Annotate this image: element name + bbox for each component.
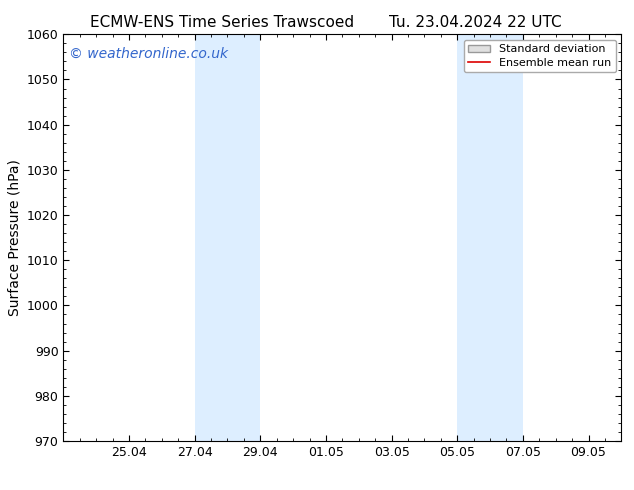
Y-axis label: Surface Pressure (hPa): Surface Pressure (hPa) <box>7 159 21 316</box>
Text: ECMW-ENS Time Series Trawscoed: ECMW-ENS Time Series Trawscoed <box>90 15 354 30</box>
Bar <box>195 34 261 441</box>
Text: Tu. 23.04.2024 22 UTC: Tu. 23.04.2024 22 UTC <box>389 15 562 30</box>
Legend: Standard deviation, Ensemble mean run: Standard deviation, Ensemble mean run <box>463 40 616 72</box>
Bar <box>457 34 523 441</box>
Text: © weatheronline.co.uk: © weatheronline.co.uk <box>69 47 228 60</box>
